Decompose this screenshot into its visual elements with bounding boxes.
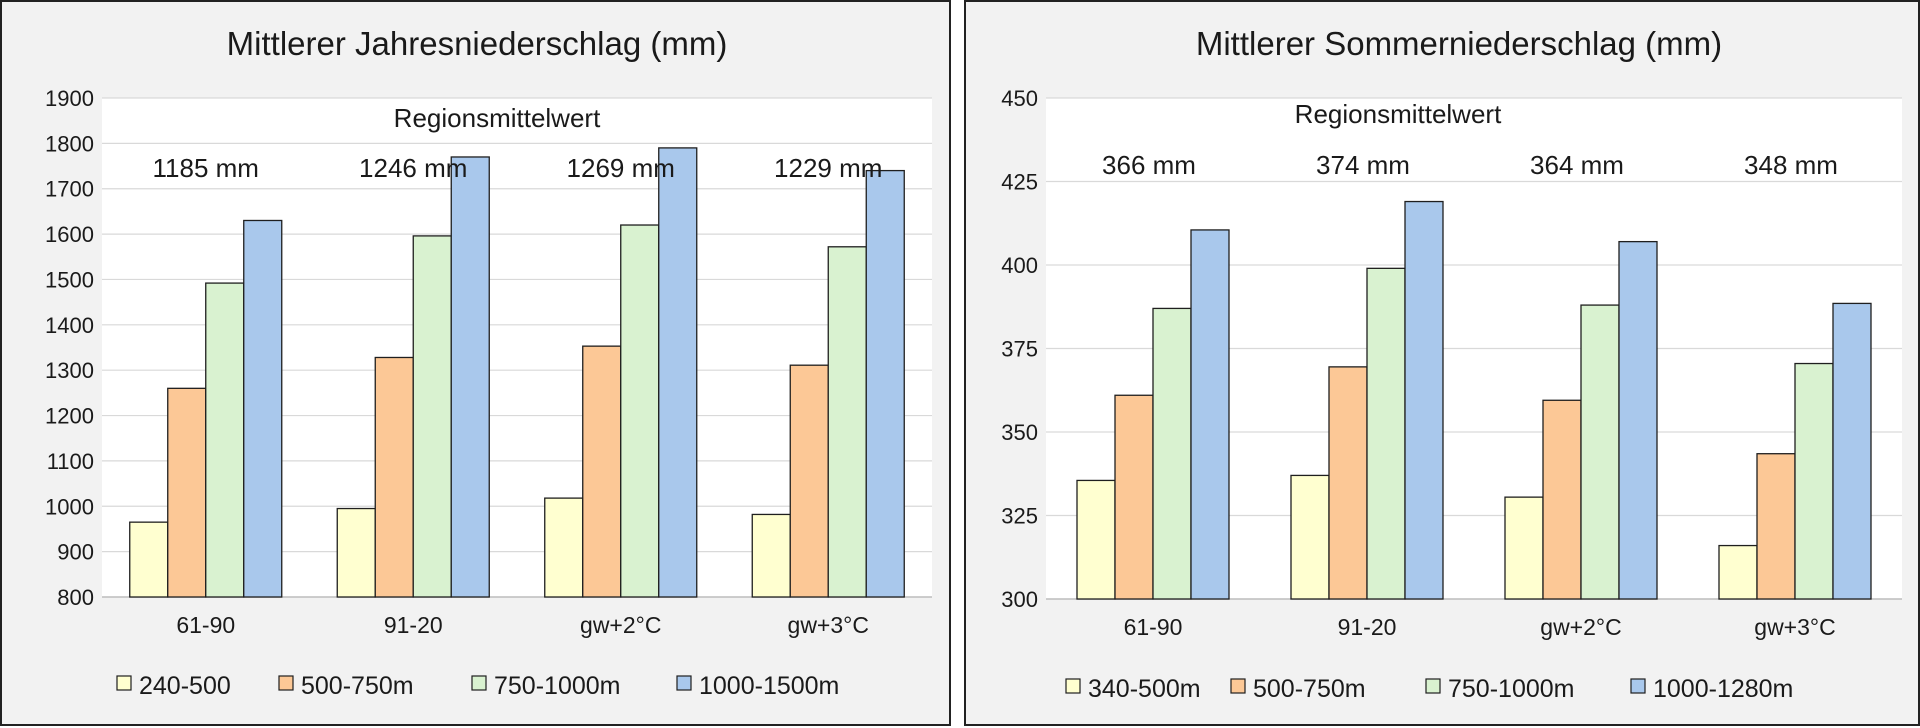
y-tick-label: 1300 [45, 358, 94, 383]
y-tick-label: 1900 [45, 86, 94, 111]
y-tick-label: 400 [1001, 253, 1038, 278]
y-tick-label: 1000 [45, 494, 94, 519]
category-annotation: 1229 mm [774, 153, 882, 183]
y-tick-label: 425 [1001, 170, 1038, 195]
bar [1756, 453, 1796, 600]
bar [789, 364, 829, 598]
y-tick-label: 325 [1001, 504, 1038, 529]
legend-swatch [471, 675, 487, 691]
bar [167, 387, 207, 598]
category-annotation: 364 mm [1530, 150, 1624, 180]
legend-swatch [278, 675, 294, 691]
x-tick-label: 91-20 [1338, 614, 1397, 640]
category-annotation: 1269 mm [567, 153, 675, 183]
legend-label: 1000-1500m [699, 672, 839, 700]
bar [658, 147, 698, 598]
bar [1618, 240, 1658, 600]
bar [374, 356, 414, 598]
bar [1076, 479, 1116, 600]
bar [1404, 200, 1444, 600]
x-tick-label: gw+2°C [580, 612, 661, 638]
bar [1504, 496, 1544, 600]
bar [865, 169, 905, 598]
bar [1328, 366, 1368, 600]
legend-label: 750-1000m [1448, 675, 1574, 703]
chart-title: Mittlerer Jahresniederschlag (mm) [227, 25, 728, 62]
legend-swatch [1630, 678, 1646, 694]
legend-label: 340-500m [1088, 675, 1201, 703]
x-tick-label: gw+3°C [1754, 614, 1835, 640]
bar [1832, 302, 1872, 600]
chart-panel-annual: 800 900 1000 1100 1200 1300 1400 1500 1600 1700 18… [0, 0, 951, 726]
y-tick-label: 1600 [45, 222, 94, 247]
bar [336, 507, 376, 598]
x-tick-label: gw+3°C [788, 612, 869, 638]
y-tick-label: 1100 [47, 449, 94, 474]
annotation-title: Regionsmittelwert [394, 103, 601, 133]
bar [129, 521, 169, 598]
chart-title: Mittlerer Sommerniederschlag (mm) [1196, 25, 1722, 62]
y-tick-label: 300 [1001, 587, 1038, 612]
bar [582, 345, 622, 598]
y-tick-label: 450 [1001, 86, 1038, 111]
bar [751, 513, 791, 598]
bar [1580, 304, 1620, 600]
bar [827, 246, 867, 598]
category-annotation: 1185 mm [153, 153, 259, 183]
category-annotation: 1246 mm [359, 153, 467, 183]
bar [1114, 394, 1154, 600]
legend-swatch [1425, 678, 1441, 694]
legend-label: 1000-1280m [1653, 675, 1793, 703]
y-tick-label: 900 [57, 540, 94, 565]
x-tick-label: gw+2°C [1540, 614, 1621, 640]
category-annotation: 348 mm [1744, 150, 1838, 180]
y-tick-label: 1400 [45, 313, 94, 338]
chart-panel-summer: 300 325 350 375 400 425 450 Mittlerer Sommernie… [964, 0, 1920, 726]
x-tick-label: 61-90 [1124, 614, 1183, 640]
y-tick-label: 1800 [45, 131, 94, 156]
legend-label: 500-750m [301, 672, 414, 700]
x-tick-label: 91-20 [384, 612, 443, 638]
y-tick-label: 800 [57, 585, 94, 610]
y-tick-label: 1700 [45, 177, 94, 202]
bar [620, 224, 660, 598]
legend-label: 750-1000m [494, 672, 620, 700]
x-tick-label: 61-90 [176, 612, 235, 638]
annotation-title: Regionsmittelwert [1295, 99, 1502, 129]
category-annotation: 366 mm [1102, 150, 1196, 180]
bar [1794, 362, 1834, 600]
bar [1542, 399, 1582, 600]
bar [205, 282, 245, 598]
summer-precipitation-chart: 300 325 350 375 400 425 450 Mittlerer Sommernie… [1001, 25, 1902, 703]
category-annotation: 374 mm [1316, 150, 1410, 180]
legend-label: 500-750m [1253, 675, 1366, 703]
bar [243, 219, 283, 598]
y-tick-label: 1500 [45, 267, 94, 292]
y-tick-label: 350 [1001, 420, 1038, 445]
bar [1718, 544, 1758, 600]
bar [1366, 267, 1406, 600]
bar [1190, 229, 1230, 600]
legend-swatch [1230, 678, 1246, 694]
bar [450, 156, 490, 598]
legend-swatch [116, 675, 132, 691]
bar [1152, 307, 1192, 600]
bar [544, 497, 584, 598]
legend-swatch [676, 675, 692, 691]
bar [1290, 474, 1330, 600]
bar [412, 235, 452, 598]
y-tick-label: 375 [1001, 337, 1038, 362]
legend-label: 240-500 [139, 672, 231, 700]
legend-swatch [1065, 678, 1081, 694]
annual-precipitation-chart: 800 900 1000 1100 1200 1300 1400 1500 1600 1700 18… [45, 25, 932, 700]
y-tick-label: 1200 [45, 404, 94, 429]
